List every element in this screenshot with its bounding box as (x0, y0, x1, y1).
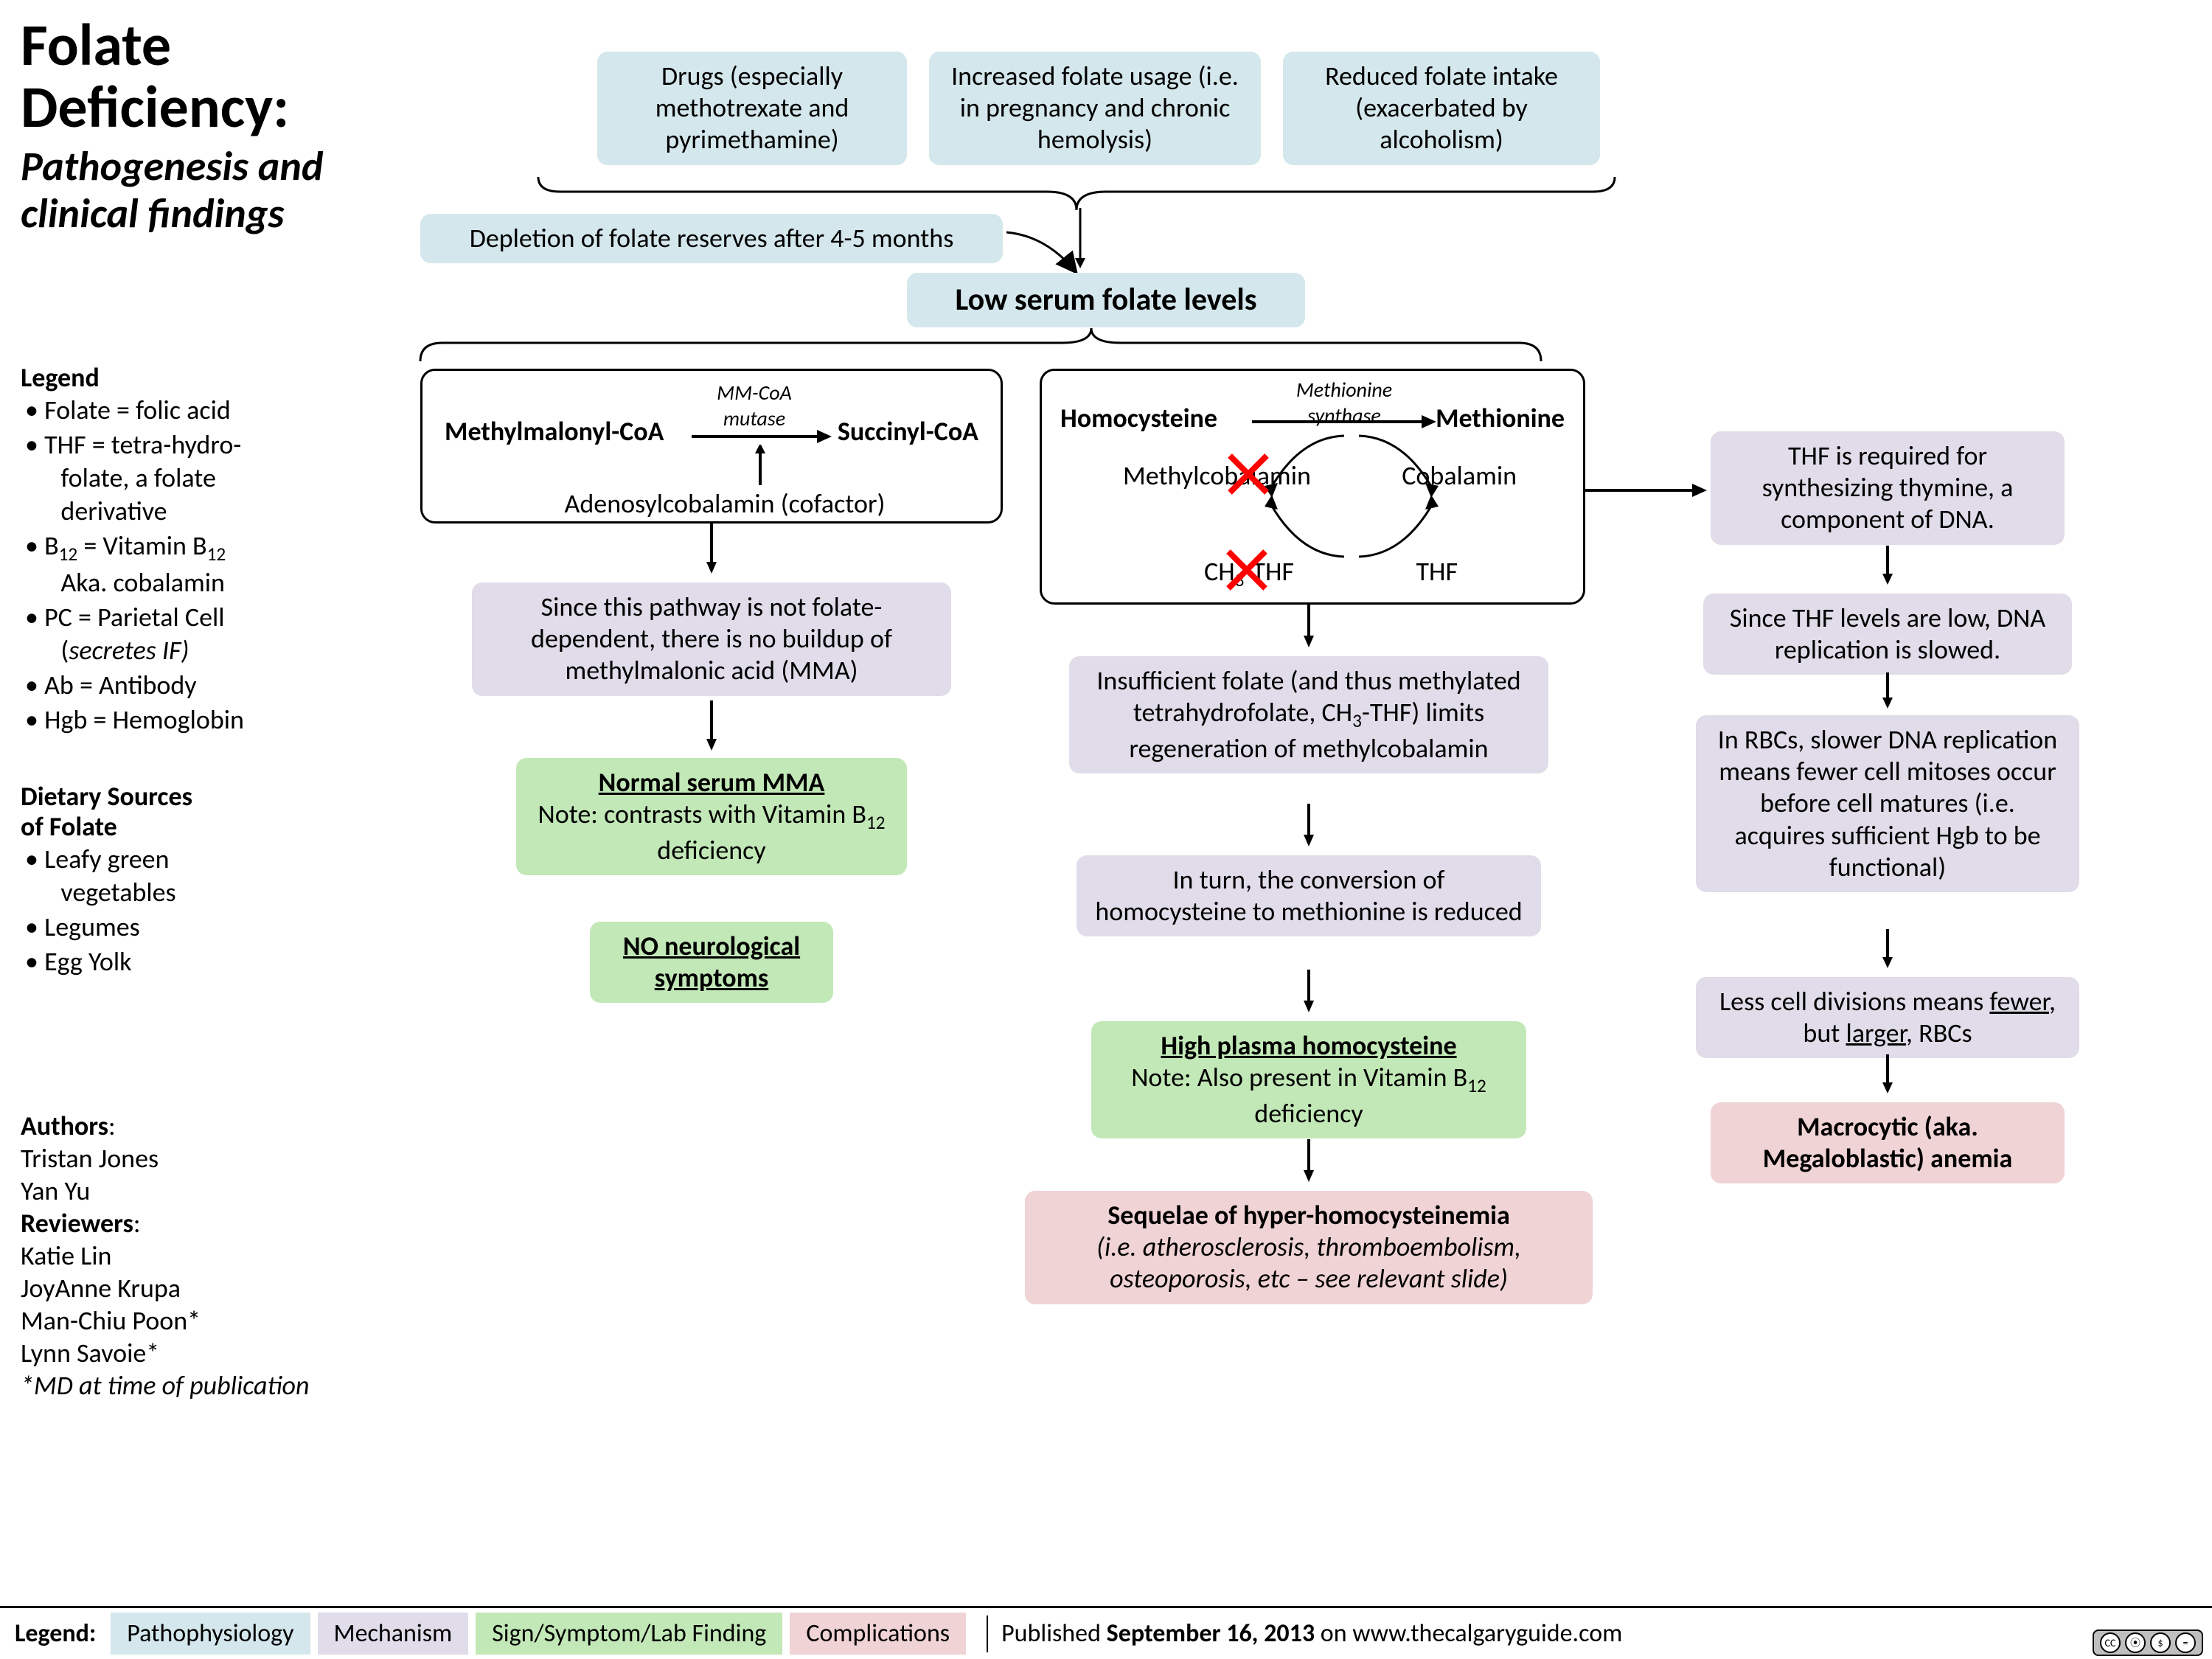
footer-chip-comp: Complications (790, 1613, 966, 1655)
rxn2-met: Methionine (1436, 402, 1565, 434)
footer-chip-mech: Mechanism (318, 1613, 469, 1655)
rxn1-mmcoa: Methylmalonyl-CoA (445, 415, 664, 448)
rxn1-cofactor: Adenosylcobalamin (cofactor) (533, 487, 917, 520)
arrow-r2 (1880, 672, 1895, 709)
footer-chip-patho: Pathophysiology (111, 1613, 310, 1655)
arrow-down-lowfolate (1073, 208, 1088, 271)
cause-intake: Reduced folate intake (exacerbated by al… (1283, 52, 1600, 165)
arrow-r1 (1880, 546, 1895, 586)
md-note: *MD at time of publication (21, 1369, 375, 1402)
dietary-heading: Dietary Sourcesof Folate (21, 782, 375, 843)
title-sub: Pathogenesis and clinical findings (21, 143, 404, 238)
high-hcy-box: High plasma homocysteine Note: Also pres… (1091, 1021, 1526, 1138)
low-folate-box: Low serum folate levels (907, 273, 1305, 327)
rxn1-enzyme: MM-CoA mutase (695, 380, 813, 431)
slowed-box: Since THF levels are low, DNA replicatio… (1703, 594, 2072, 675)
rxn2-thf: THF (1416, 555, 1458, 588)
rxn1-arrow-v (753, 445, 768, 489)
red-x-icon (1225, 548, 1269, 592)
fewer-box: Less cell divisions means fewer, but lar… (1696, 977, 2079, 1058)
footer-chip-sign: Sign/Symptom/Lab Finding (476, 1613, 782, 1655)
arrow-l2 (704, 700, 719, 752)
dietary-block: Dietary Sourcesof Folate • Leafy green v… (21, 782, 375, 980)
normal-mma-title: Normal serum MMA (599, 766, 825, 799)
legend-block: Legend • Folate = folic acid • THF = tet… (21, 361, 375, 738)
pathway-note: Since this pathway is not folate-depende… (472, 582, 951, 696)
reviewers-heading: Reviewers: (21, 1207, 375, 1239)
inturn-box: In turn, the conversion of homocysteine … (1077, 855, 1541, 936)
dietary-item: • Legumes (21, 911, 375, 944)
arrow-r3 (1880, 929, 1895, 970)
legend-item: • B12 = Vitamin B12 Aka. cobalamin (21, 529, 375, 599)
rbcs-box: In RBCs, slower DNA replication means fe… (1696, 715, 2079, 892)
authors-heading: Authors: (21, 1110, 375, 1142)
arrow-m1 (1301, 804, 1316, 848)
page-title: Folate Deficiency: Pathogenesis and clin… (21, 15, 404, 238)
footer-published: Published September 16, 2013 on www.thec… (1001, 1618, 1622, 1649)
arrow-m3 (1301, 1139, 1316, 1183)
macro-box: Macrocytic (aka. Megaloblastic) anemia (1711, 1102, 2065, 1183)
arrow-r4 (1880, 1054, 1895, 1095)
red-x-icon (1226, 452, 1270, 496)
normal-mma-note: Note: contrasts with Vitamin B12 deficie… (538, 798, 886, 866)
cause-drugs: Drugs (especially methotrexate and pyrim… (597, 52, 907, 165)
author: Tristan Jones (21, 1142, 375, 1175)
legend-heading: Legend (21, 361, 375, 394)
sequelae-note: (i.e. atherosclerosis, thromboembolism, … (1096, 1231, 1521, 1295)
no-neuro-box: NO neurological symptoms (590, 922, 833, 1003)
cc-license-icon: CC⦿$= (2093, 1630, 2203, 1656)
depletion-box: Depletion of folate reserves after 4-5 m… (420, 214, 1003, 263)
footer-legend-label: Legend: (0, 1618, 111, 1649)
arrow-m0 (1301, 605, 1316, 649)
legend-item: • Ab = Antibody (21, 669, 375, 702)
high-hcy-title: High plasma homocysteine (1161, 1029, 1456, 1062)
sequelae-box: Sequelae of hyper-homocysteinemia (i.e. … (1025, 1191, 1593, 1304)
legend-item: • THF = tetra-hydro- folate, a folate de… (21, 428, 375, 528)
reviewer: Lynn Savoie* (21, 1337, 375, 1369)
legend-item: • Hgb = Hemoglobin (21, 703, 375, 737)
legend-item: • Folate = folic acid (21, 394, 375, 427)
reaction-mmcoa-box: Methylmalonyl-CoA Succinyl-CoA MM-CoA mu… (420, 369, 1003, 524)
authors-block: Authors: Tristan Jones Yan Yu Reviewers:… (21, 1110, 375, 1402)
dietary-item: • Leafy green vegetables (21, 843, 375, 909)
arrow-l1 (704, 524, 719, 575)
insuff-box: Insufficient folate (and thus methylated… (1069, 656, 1548, 773)
cause-usage: Increased folate usage (i.e. in pregnanc… (929, 52, 1261, 165)
title-l1: Folate (21, 10, 171, 81)
reviewer: Man-Chiu Poon* (21, 1304, 375, 1337)
author: Yan Yu (21, 1175, 375, 1207)
reviewer: JoyAnne Krupa (21, 1272, 375, 1304)
rxn1-succ: Succinyl-CoA (838, 415, 978, 448)
title-l2: Deficiency: (21, 72, 289, 143)
footer-legend: Legend: Pathophysiology Mechanism Sign/S… (0, 1606, 2212, 1659)
rxn2-hcy: Homocysteine (1060, 402, 1217, 434)
reviewer: Katie Lin (21, 1239, 375, 1272)
dietary-item: • Egg Yolk (21, 945, 375, 978)
thf-req-box: THF is required for synthesizing thymine… (1711, 431, 2065, 545)
sequelae-title: Sequelae of hyper-homocysteinemia (1107, 1199, 1509, 1231)
arrow-m2 (1301, 970, 1316, 1014)
reaction-hcy-box: Homocysteine Methionine Methionine synth… (1040, 369, 1585, 605)
high-hcy-note: Note: Also present in Vitamin B12 defici… (1131, 1061, 1486, 1129)
legend-item: • PC = Parietal Cell (secretes IF) (21, 601, 375, 667)
arrow-to-thfreq (1585, 479, 1711, 501)
normal-mma-box: Normal serum MMA Note: contrasts with Vi… (516, 758, 907, 875)
